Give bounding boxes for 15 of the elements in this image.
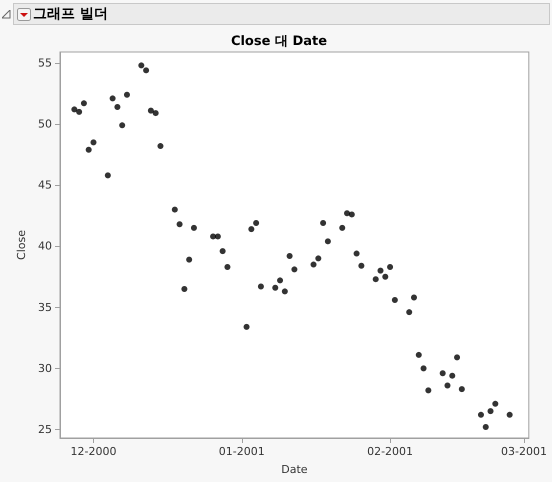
chart-title: Close 대 Date (230, 34, 328, 49)
y-tick-label: 35 (38, 300, 52, 314)
x-tick-label: 12-2000 (70, 445, 116, 458)
y-tick-label: 25 (38, 422, 52, 436)
x-axis-title: Date (281, 463, 308, 476)
x-tick-label: 03-2001 (501, 445, 548, 458)
y-tick-label: 45 (38, 178, 52, 192)
x-tick-label: 01-2001 (218, 445, 265, 458)
text: 그래프 빌더 (33, 5, 108, 23)
x-tick-label: 02-2001 (367, 445, 414, 458)
y-tick-label: 55 (38, 56, 52, 70)
y-tick-label: 30 (38, 362, 52, 375)
y-tick-label: 40 (38, 240, 52, 253)
y-axis-title: Close (15, 230, 28, 260)
y-tick-label: 50 (38, 118, 52, 131)
